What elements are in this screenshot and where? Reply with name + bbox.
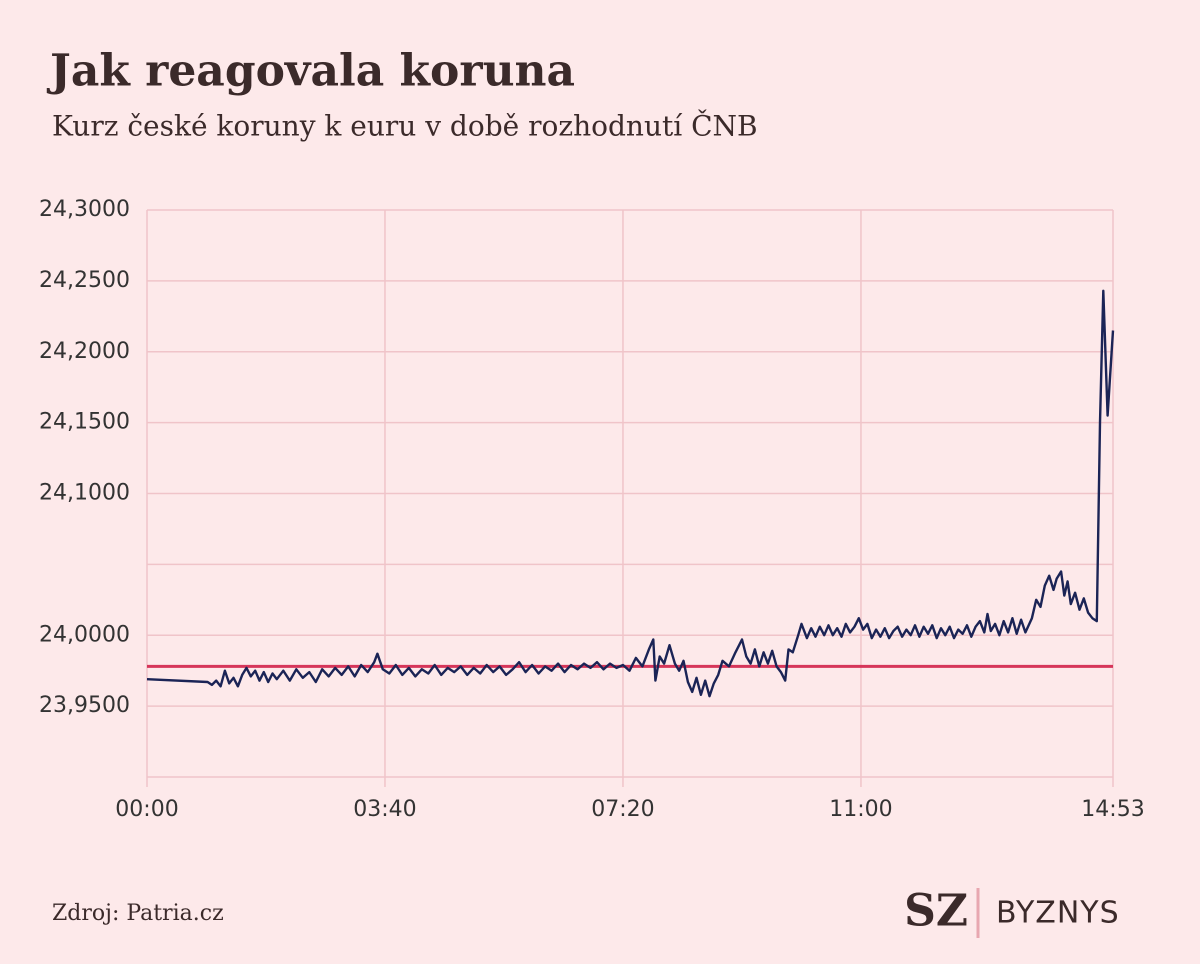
y-tick-label: 24,3000 (39, 197, 130, 222)
x-tick-label: 00:00 (115, 797, 178, 822)
y-tick-label: 24,1000 (39, 481, 130, 506)
x-tick-label: 07:20 (591, 797, 654, 822)
y-tick-label: 23,9500 (39, 693, 130, 718)
x-tick-label: 11:00 (829, 797, 892, 822)
y-tick-label: 24,2000 (39, 339, 130, 364)
price-line (146, 289, 1115, 698)
source: Zdroj: Patria.cz (52, 901, 224, 926)
brand-mark: SZ (904, 886, 968, 937)
y-tick-label: 24,1500 (39, 410, 130, 435)
chart-title: Jak reagovala koruna (46, 46, 575, 97)
brand-section: BYZNYS (996, 896, 1120, 931)
y-tick-label: 24,2500 (39, 268, 130, 293)
chart-subtitle: Kurz české koruny k euru v době rozhodnu… (52, 109, 758, 143)
y-tick-label: 24,0000 (39, 622, 130, 647)
x-tick-label: 03:40 (353, 797, 416, 822)
x-tick-label: 14:53 (1081, 797, 1144, 822)
